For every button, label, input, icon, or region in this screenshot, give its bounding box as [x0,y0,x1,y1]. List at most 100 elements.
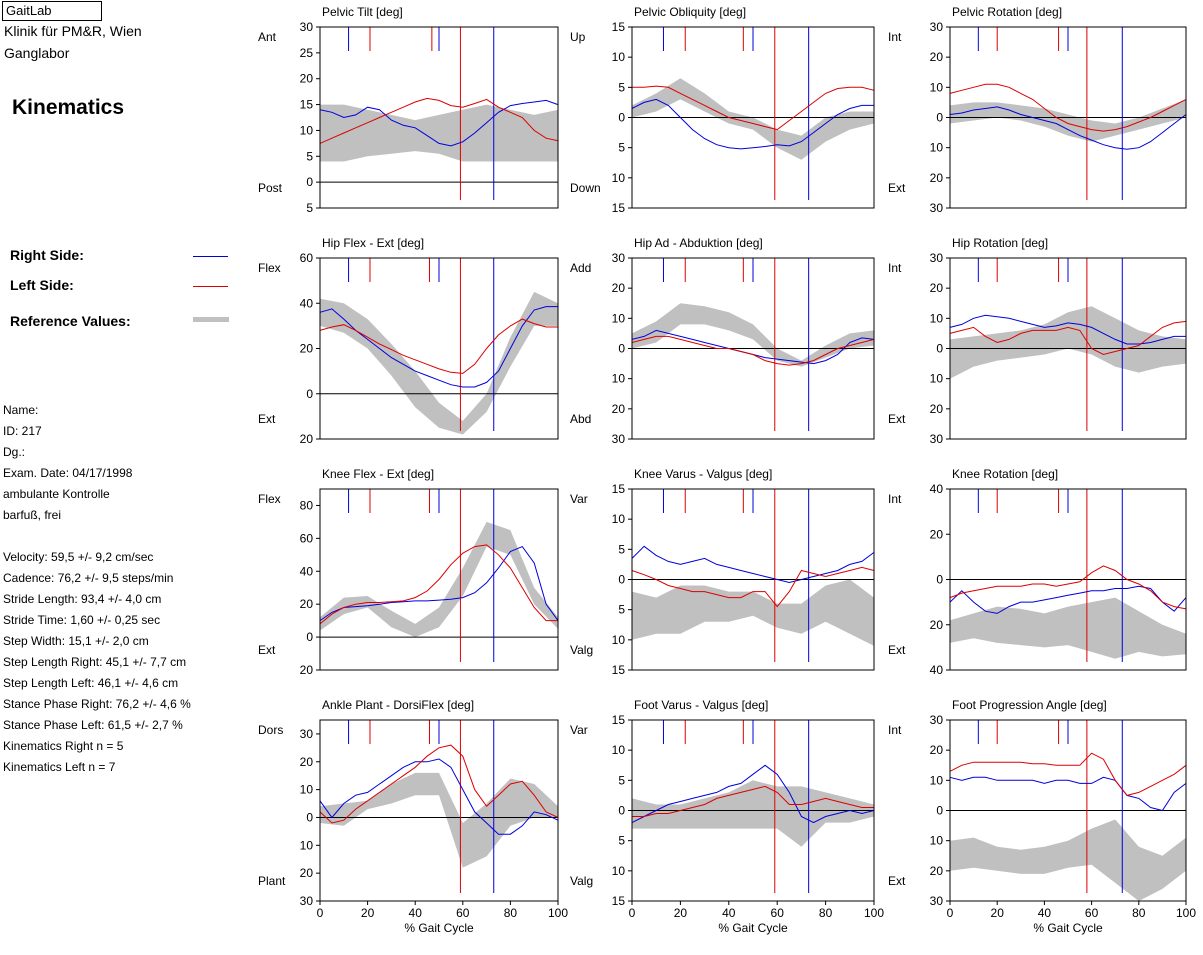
page-title: Kinematics [12,96,125,119]
y-tick-label: 5 [618,542,625,556]
y-tick-label: 40 [930,482,944,496]
x-tick-label: 20 [361,906,375,920]
y-tick-label: 30 [612,251,626,265]
plot-frame [319,719,559,902]
y-tick-label: 20 [612,402,626,416]
y-tick-label: 10 [930,141,944,155]
chart-title: Hip Ad - Abduktion [deg] [634,236,763,250]
y-label-top: Int [888,261,902,275]
chart-title: Pelvic Tilt [deg] [322,5,403,19]
param-kinematics-right-n: Kinematics Right n = 5 [3,739,124,753]
y-tick-label: 10 [612,372,626,386]
chart-title: Knee Flex - Ext [deg] [322,467,434,481]
legend-right-label: Right Side: [10,247,84,263]
y-tick-label: 20 [930,402,944,416]
y-tick-label: 20 [300,866,314,880]
y-label-bottom: Ext [888,181,906,195]
y-tick-label: 10 [930,834,944,848]
y-label-bottom: Ext [888,412,906,426]
y-tick-label: 20 [930,50,944,64]
series-line-right [631,764,875,824]
reference-band [320,104,558,162]
reference-band [950,306,1186,379]
y-tick-label: 15 [612,482,626,496]
chart-panel: 40 20 0 20 40 Knee Rotation [deg] Int Ext [888,467,1187,677]
chart-title: Hip Flex - Ext [deg] [322,236,424,250]
y-tick-label: 10 [612,50,626,64]
chart-panel: 20 0 20 40 60 Hip Flex - Ext [deg] Flex Ext [258,236,559,446]
y-tick-label: 0 [618,342,625,356]
y-label-bottom: Ext [888,874,906,888]
chart-title: Knee Varus - Valgus [deg] [634,467,772,481]
app-title: GaitLab [2,1,102,21]
y-tick-label: 5 [618,773,625,787]
series-line-left [319,97,559,144]
reference-band [950,597,1186,659]
chart-panel: 5 0 5 10 15 20 25 30 Pelvic Tilt [deg] Ant Post [258,5,559,215]
y-label-bottom: Ext [888,643,906,657]
y-label-top: Flex [258,492,281,506]
y-tick-label: 60 [300,251,314,265]
patient-id: ID: 217 [3,424,42,438]
y-tick-label: 5 [618,603,625,617]
y-tick-label: 10 [930,773,944,787]
y-label-top: Int [888,492,902,506]
y-tick-label: 30 [930,251,944,265]
y-tick-label: 0 [306,630,313,644]
y-label-bottom: Ext [258,412,276,426]
reference-band [320,772,558,868]
y-label-top: Int [888,723,902,737]
chart-title: Pelvic Rotation [deg] [952,5,1062,19]
y-label-bottom: Plant [258,874,286,888]
y-tick-label: 10 [612,171,626,185]
y-tick-label: 20 [300,432,314,446]
x-axis-label: % Gait Cycle [718,921,788,935]
series-line-right [631,545,875,584]
chart-panel: 30 20 10 0 10 20 30 Hip Ad - Abduktion [deg] Add… [570,236,875,446]
reference-band [320,291,558,435]
param-step-length-right: Step Length Right: 45,1 +/- 7,7 cm [3,655,187,669]
y-label-top: Var [570,723,588,737]
param-stance-left: Stance Phase Left: 61,5 +/- 2,7 % [3,718,183,732]
y-tick-label: 30 [930,201,944,215]
y-tick-label: 20 [930,527,944,541]
y-tick-label: 0 [618,573,625,587]
y-tick-label: 15 [612,894,626,908]
y-tick-label: 0 [306,175,313,189]
series-line-right [949,106,1187,150]
chart-title: Knee Rotation [deg] [952,467,1058,481]
exam-date: Exam. Date: 04/17/1998 [3,466,133,480]
y-tick-label: 5 [306,149,313,163]
y-tick-label: 20 [930,864,944,878]
plot-frame [319,488,559,671]
y-tick-label: 30 [930,713,944,727]
reference-band [632,579,874,646]
y-tick-label: 20 [300,72,314,86]
x-axis-label: % Gait Cycle [1033,921,1103,935]
y-tick-label: 0 [618,804,625,818]
reference-band [632,78,874,160]
y-tick-label: 5 [618,834,625,848]
series-line-right [319,758,559,835]
y-tick-label: 30 [930,894,944,908]
y-label-bottom: Abd [570,412,591,426]
series-line-right [319,306,558,388]
y-tick-label: 10 [612,512,626,526]
patient-note-1: ambulante Kontrolle [3,487,110,501]
chart-panel: 15 10 5 0 5 10 15 Knee Varus - Valgus [deg] Var V… [570,467,875,677]
legend-reference-swatch [193,317,229,322]
y-tick-label: 5 [306,201,313,215]
series-line-right [949,776,1187,812]
plot-frame [319,26,559,209]
x-tick-label: 40 [409,906,423,920]
y-tick-label: 5 [618,80,625,94]
x-tick-label: 100 [1176,906,1196,920]
y-tick-label: 40 [930,663,944,677]
series-line-left [632,85,875,131]
y-tick-label: 0 [936,342,943,356]
y-tick-label: 20 [300,755,314,769]
y-tick-label: 30 [300,20,314,34]
